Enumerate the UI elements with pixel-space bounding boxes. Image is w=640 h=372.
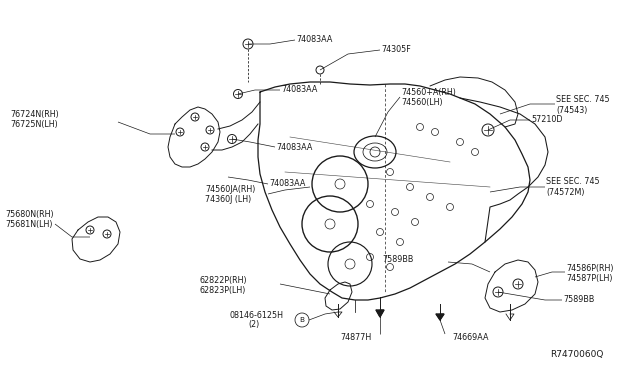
Text: 74560(LH): 74560(LH) xyxy=(401,97,443,106)
Text: 75681N(LH): 75681N(LH) xyxy=(5,219,52,228)
Text: 62822P(RH): 62822P(RH) xyxy=(200,276,248,285)
Text: SEE SEC. 745: SEE SEC. 745 xyxy=(556,96,610,105)
Text: 62823P(LH): 62823P(LH) xyxy=(200,285,246,295)
Polygon shape xyxy=(436,314,444,320)
Polygon shape xyxy=(376,310,384,317)
Text: 74083AA: 74083AA xyxy=(276,142,312,151)
Text: (2): (2) xyxy=(248,321,259,330)
Text: 74877H: 74877H xyxy=(340,333,371,341)
Text: 74083AA: 74083AA xyxy=(269,180,305,189)
Text: 74083AA: 74083AA xyxy=(296,35,332,45)
Text: R7470060Q: R7470060Q xyxy=(550,350,604,359)
Text: 74560+A(RH): 74560+A(RH) xyxy=(401,87,456,96)
Text: 76725N(LH): 76725N(LH) xyxy=(10,119,58,128)
Text: 7589BB: 7589BB xyxy=(563,295,595,305)
Text: 74669AA: 74669AA xyxy=(452,333,488,341)
Text: SEE SEC. 745: SEE SEC. 745 xyxy=(546,177,600,186)
Text: 74305F: 74305F xyxy=(381,45,411,55)
Text: 08146-6125H: 08146-6125H xyxy=(230,311,284,320)
Text: 57210D: 57210D xyxy=(531,115,563,125)
Text: 7589BB: 7589BB xyxy=(382,256,413,264)
Text: 74360J (LH): 74360J (LH) xyxy=(205,196,252,205)
Text: 76724N(RH): 76724N(RH) xyxy=(10,109,59,119)
Text: B: B xyxy=(300,317,305,323)
Text: 74083AA: 74083AA xyxy=(281,86,317,94)
Text: 75680N(RH): 75680N(RH) xyxy=(5,209,54,218)
Text: 74560JA(RH): 74560JA(RH) xyxy=(205,186,255,195)
Text: 74586P(RH): 74586P(RH) xyxy=(566,263,614,273)
Text: (74543): (74543) xyxy=(556,106,588,115)
Text: 74587P(LH): 74587P(LH) xyxy=(566,273,612,282)
Text: (74572M): (74572M) xyxy=(546,187,584,196)
